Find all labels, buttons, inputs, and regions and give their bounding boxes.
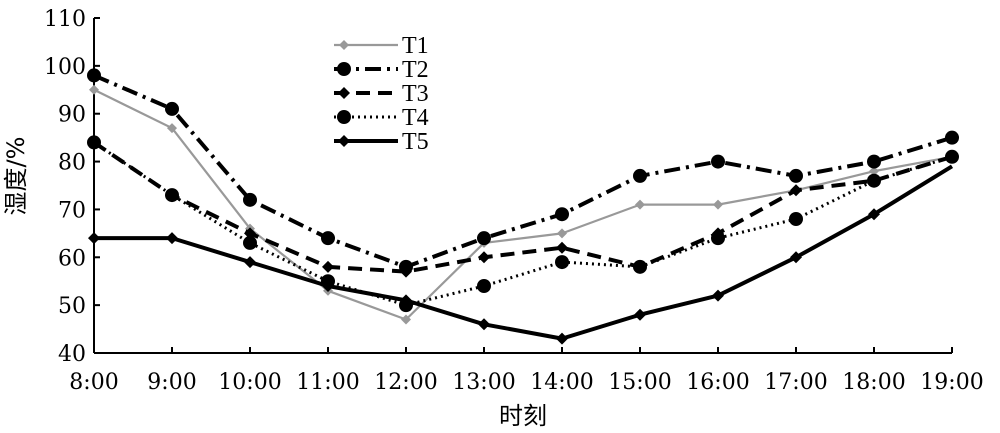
- x-tick-label: 12:00: [374, 370, 437, 395]
- data-point: [557, 228, 567, 239]
- data-point: [945, 130, 959, 145]
- data-point: [711, 154, 725, 169]
- data-point: [789, 212, 803, 226]
- y-tick-label: 90: [58, 103, 86, 128]
- y-tick-label: 80: [58, 151, 86, 176]
- data-point: [634, 308, 646, 321]
- x-tick-label: 19:00: [920, 370, 983, 395]
- data-point: [867, 173, 881, 188]
- data-point: [790, 251, 802, 264]
- y-axis-title: 湿度/%: [2, 137, 30, 216]
- data-point: [243, 192, 257, 207]
- data-point: [87, 68, 101, 83]
- data-point: [167, 123, 177, 134]
- data-point: [87, 135, 101, 150]
- legend-label-t1: T1: [402, 33, 429, 59]
- data-point: [868, 208, 880, 221]
- data-point: [713, 199, 723, 210]
- legend-marker-t4: [337, 110, 351, 124]
- data-point: [790, 184, 802, 197]
- data-point: [477, 231, 491, 246]
- series-line-t3: [92, 140, 953, 274]
- legend-marker-t2: [337, 62, 351, 76]
- data-point: [165, 188, 179, 203]
- data-point: [867, 154, 881, 169]
- legend-marker-t5: [338, 135, 350, 147]
- data-point: [478, 318, 490, 331]
- data-point: [711, 231, 725, 246]
- data-point: [478, 251, 490, 264]
- data-point: [869, 166, 879, 177]
- data-point: [243, 235, 257, 250]
- data-point: [244, 227, 256, 240]
- legend-label-t5: T5: [402, 129, 429, 155]
- x-tick-label: 9:00: [147, 370, 196, 395]
- data-point: [633, 259, 647, 274]
- series-t4: [87, 135, 959, 313]
- data-point: [401, 314, 411, 325]
- x-tick-label: 8:00: [69, 370, 118, 395]
- y-tick-label: 110: [44, 7, 86, 32]
- legend-marker-t3: [338, 87, 350, 99]
- x-tick-label: 13:00: [452, 370, 515, 395]
- data-point: [400, 294, 412, 307]
- y-tick-label: 60: [58, 246, 86, 271]
- x-tick-label: 16:00: [686, 370, 749, 395]
- series-t2: [87, 68, 959, 274]
- x-tick-label: 17:00: [764, 370, 827, 395]
- x-tick-label: 18:00: [842, 370, 905, 395]
- x-tick-label: 10:00: [218, 370, 281, 395]
- data-point: [712, 289, 724, 302]
- y-tick-label: 50: [58, 294, 86, 319]
- y-tick-label: 70: [58, 198, 86, 223]
- x-axis-title: 时刻: [499, 402, 547, 430]
- data-point: [166, 232, 178, 245]
- series-t5: [88, 164, 954, 345]
- series-line-t5: [94, 164, 954, 341]
- data-point: [789, 168, 803, 183]
- legend-label-t4: T4: [402, 105, 429, 131]
- data-point: [89, 84, 99, 95]
- axes: 40 50 60 70 80 90 100 110 8:00 9:00 10:00 11:00 12:0…: [44, 7, 984, 395]
- legend-marker-t1: [339, 40, 349, 50]
- x-tick-label: 11:00: [296, 370, 359, 395]
- series-line-t1: [93, 88, 953, 321]
- data-point: [556, 332, 568, 345]
- legend-label-t3: T3: [402, 81, 429, 107]
- series-layer: [87, 68, 959, 345]
- data-point: [88, 232, 100, 245]
- legend-label-t2: T2: [402, 57, 429, 83]
- data-point: [555, 255, 569, 270]
- data-point: [945, 149, 959, 164]
- data-point: [244, 256, 256, 269]
- data-point: [477, 279, 491, 293]
- series-line-t2: [93, 73, 953, 269]
- y-tick-label: 40: [58, 342, 86, 367]
- series-t1: [89, 84, 957, 325]
- x-tick-label: 14:00: [530, 370, 593, 395]
- data-point: [322, 260, 334, 273]
- data-point: [635, 199, 645, 210]
- y-tick-label: 100: [44, 55, 86, 80]
- series-line-t4: [93, 141, 953, 307]
- data-point: [555, 207, 569, 222]
- data-point: [400, 265, 412, 278]
- data-point: [165, 101, 179, 116]
- x-tick-label: 15:00: [608, 370, 671, 395]
- data-point: [321, 231, 335, 246]
- data-point: [556, 241, 568, 254]
- data-point: [633, 168, 647, 183]
- data-point: [322, 280, 334, 292]
- series-t3: [88, 136, 958, 278]
